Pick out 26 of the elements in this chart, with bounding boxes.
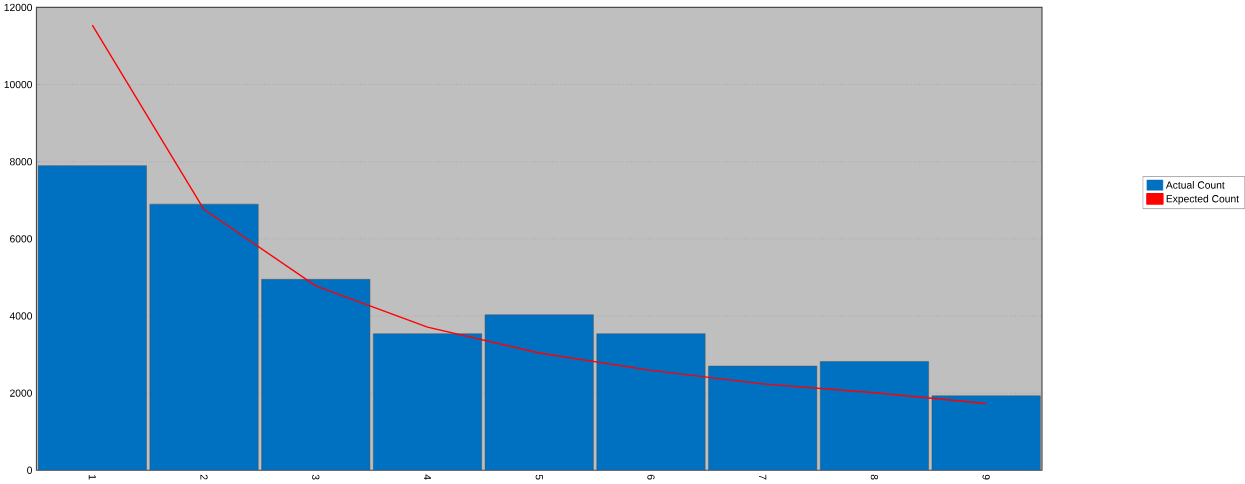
bar bbox=[596, 333, 706, 471]
bar bbox=[708, 365, 818, 471]
x-tick-label: 5 bbox=[535, 474, 543, 480]
bar bbox=[149, 203, 259, 471]
bar bbox=[820, 361, 929, 471]
x-tick-label: 9 bbox=[982, 474, 990, 480]
legend-label: Expected Count bbox=[1166, 194, 1239, 205]
x-tick-label: 4 bbox=[423, 474, 432, 480]
bar bbox=[484, 314, 594, 471]
x-tick-label: 6 bbox=[647, 474, 655, 480]
y-tick-label: 12000 bbox=[4, 3, 33, 12]
bar bbox=[373, 333, 482, 471]
legend-label: Actual Count bbox=[1165, 181, 1225, 189]
y-tick-label: 2000 bbox=[10, 389, 33, 397]
line-series bbox=[91, 24, 987, 405]
y-tick-label: 10000 bbox=[4, 81, 33, 89]
y-tick-label: 0 bbox=[27, 466, 33, 474]
y-tick-label: 4000 bbox=[9, 312, 33, 320]
x-tick-label: 8 bbox=[870, 474, 879, 480]
x-tick-label: 2 bbox=[200, 474, 208, 480]
x-tick-label: 3 bbox=[312, 474, 320, 480]
x-tick-label: 1 bbox=[88, 475, 96, 480]
y-tick-label: 6000 bbox=[10, 235, 33, 243]
x-tick-label: 7 bbox=[759, 474, 767, 480]
y-tick-label: 8000 bbox=[9, 158, 33, 166]
bar bbox=[261, 279, 371, 471]
